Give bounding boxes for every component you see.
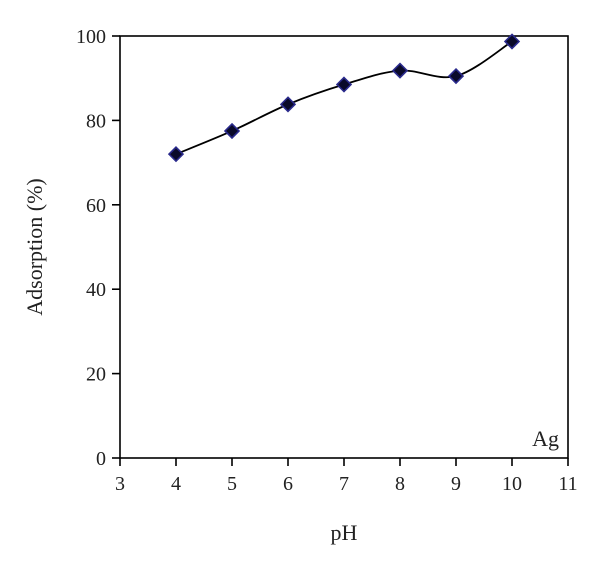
series-line bbox=[175, 40, 513, 155]
plot-frame bbox=[119, 35, 569, 459]
y-axis: 0 20 40 60 80 100 bbox=[76, 26, 120, 470]
x-axis-title: pH bbox=[331, 520, 358, 545]
data-point-marker bbox=[447, 67, 465, 85]
y-tick-label: 80 bbox=[86, 110, 106, 132]
y-tick-label: 40 bbox=[86, 279, 106, 301]
data-point-marker bbox=[279, 96, 297, 113]
x-tick-label: 8 bbox=[395, 473, 405, 495]
data-point-marker bbox=[503, 33, 521, 50]
x-tick-label: 9 bbox=[451, 473, 461, 495]
x-tick-label: 10 bbox=[502, 473, 522, 495]
data-point-marker bbox=[391, 62, 409, 79]
series-markers bbox=[167, 33, 521, 163]
x-tick-label: 7 bbox=[339, 473, 349, 495]
annotation-ag: Ag bbox=[532, 426, 559, 451]
x-tick-label: 4 bbox=[171, 473, 181, 495]
x-axis: 3 4 5 6 7 8 9 10 11 bbox=[115, 458, 578, 495]
y-tick-label: 0 bbox=[96, 448, 106, 470]
y-tick-label: 100 bbox=[76, 26, 106, 48]
data-point-marker bbox=[335, 76, 353, 93]
data-point-marker bbox=[223, 122, 241, 140]
x-tick-label: 6 bbox=[283, 473, 293, 495]
data-point-marker bbox=[167, 146, 185, 163]
y-tick-label: 20 bbox=[86, 364, 106, 386]
x-tick-label: 5 bbox=[227, 473, 237, 495]
x-tick-label: 11 bbox=[558, 473, 577, 495]
x-tick-label: 3 bbox=[115, 473, 125, 495]
y-tick-label: 60 bbox=[86, 195, 106, 217]
y-axis-title: Adsorption (%) bbox=[22, 178, 47, 315]
